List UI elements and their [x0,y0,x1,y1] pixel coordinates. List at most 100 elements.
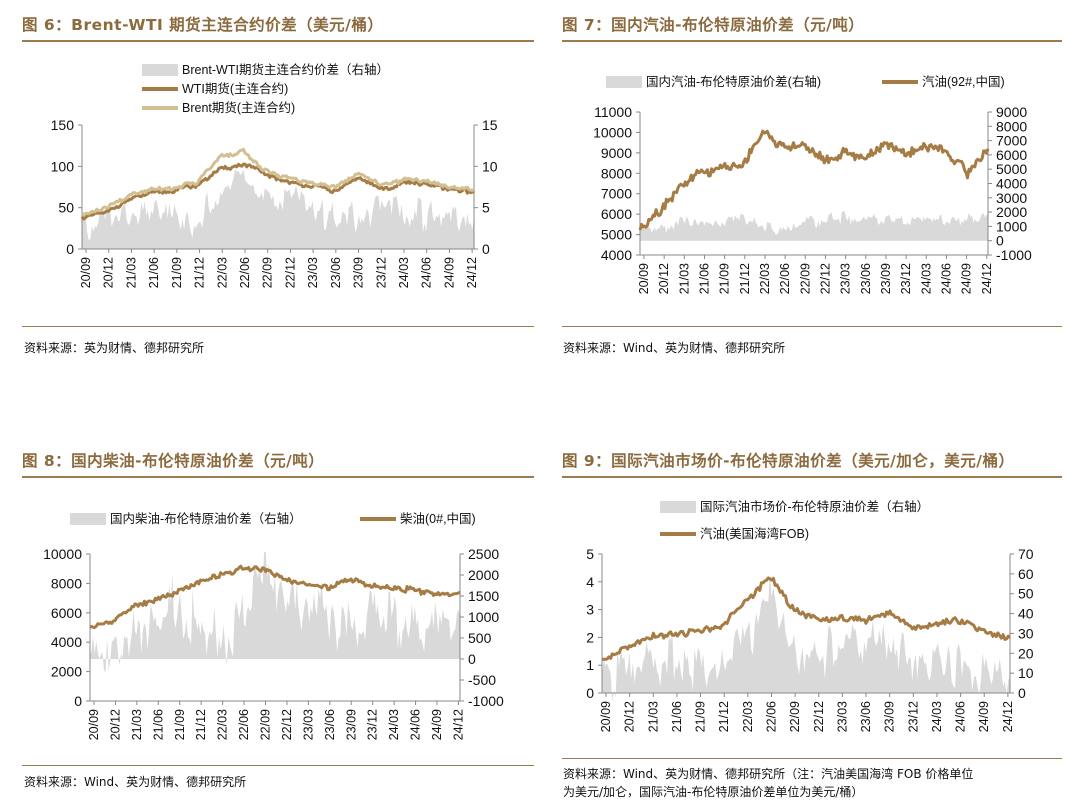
panel-1-bottom-rule [22,326,534,327]
left-tick-label: 3 [586,602,594,618]
x-tick-label: 20/12 [657,263,671,294]
x-tick-label: 21/12 [717,701,731,732]
right-tick-label: 1000 [468,609,499,625]
x-tick-label: 21/03 [124,257,138,288]
left-tick-label: 9000 [601,145,632,161]
panel-4-bottom-rule [562,758,1062,759]
x-tick-label: 21/12 [738,263,752,294]
right-tick-label: 6000 [996,147,1027,163]
left-tick-label: 0 [66,241,74,257]
legend-swatch-area [142,64,178,76]
x-tick-label: 22/09 [261,257,275,288]
left-tick-label: 5 [586,546,594,562]
panel-2-bottom-rule [562,326,1062,327]
x-tick-label: 23/06 [859,263,873,294]
x-tick-label: 23/12 [906,701,920,732]
panel-1-title-rule [22,40,534,42]
x-tick-label: 21/06 [670,701,684,732]
right-tick-label: 8000 [996,118,1027,134]
left-tick-label: 1 [586,657,594,673]
left-tick-label: 2000 [51,664,82,680]
right-tick-label: 0 [482,241,490,257]
right-tick-label: 0 [1018,685,1026,701]
legend-label: 汽油(美国海湾FOB) [700,526,809,541]
panel-2-title: 图 7：国内汽油-布伦特原油价差（元/吨） [562,16,865,34]
series-line-1 [89,564,461,629]
right-tick-label: 5000 [996,161,1027,177]
x-tick-label: 20/09 [599,701,613,732]
series-line-1 [638,129,990,231]
right-tick-label: 500 [468,630,492,646]
right-tick-label: 30 [1018,625,1034,641]
x-tick-label: 22/06 [764,701,778,732]
x-tick-label: 21/09 [718,263,732,294]
chart-intl-gasoline: 国际汽油市场价-布伦特原油价差（右轴）汽油(美国海湾FOB)0123450102… [586,499,1034,732]
x-tick-label: 22/06 [237,709,251,740]
left-tick-label: 150 [51,117,75,133]
x-tick-label: 21/06 [697,263,711,294]
left-tick-label: 100 [51,158,75,174]
left-tick-label: 4000 [601,247,632,263]
left-tick-label: 50 [58,200,74,216]
right-tick-label: 1500 [468,588,499,604]
x-tick-label: 23/09 [344,709,358,740]
x-tick-label: 24/12 [465,257,479,288]
series-line-2 [80,147,475,217]
legend-label: WTI期货(主连合约) [182,81,288,96]
right-tick-label: 10 [1018,665,1034,681]
x-tick-label: 22/03 [758,263,772,294]
legend-label: 国内汽油-布伦特原油价差(右轴) [646,74,821,89]
panel-1-title: 图 6：Brent-WTI 期货主连合约价差（美元/桶） [22,16,384,34]
spread-area [602,574,1010,702]
left-tick-label: 8000 [51,575,82,591]
chart-gasoline-spread: 国内汽油-布伦特原油价差(右轴) 汽油(92#,中国)40005000600070… [593,74,1032,294]
x-tick-label: 23/09 [883,701,897,732]
x-tick-label: 22/12 [812,701,826,732]
legend-label: 国际汽油市场价-布伦特原油价差（右轴） [700,499,929,514]
x-tick-label: 23/03 [306,257,320,288]
chart-brent-wti: Brent-WTI期货主连合约价差（右轴） WTI期货(主连合约) Brent期货(… [51,62,498,288]
panel-1-source: 资料来源：英为财情、德邦研究所 [24,341,205,355]
x-tick-label: 20/09 [637,263,651,294]
right-tick-label: -1000 [468,693,504,709]
x-tick-label: 21/03 [130,709,144,740]
right-tick-label: 20 [1018,645,1034,661]
x-tick-label: 23/12 [374,257,388,288]
right-tick-label: 50 [1018,586,1034,602]
panel-3-title-rule [22,476,534,478]
x-tick-label: 23/09 [352,257,366,288]
series-line-1 [602,576,1011,661]
spread-area [640,211,988,241]
right-tick-label: 40 [1018,606,1034,622]
x-tick-label: 23/06 [859,701,873,732]
x-tick-label: 24/09 [977,701,991,732]
legend-label: 汽油(92#,中国) [922,74,1005,89]
right-tick-label: 3000 [996,190,1027,206]
x-tick-label: 21/12 [194,709,208,740]
x-tick-label: 23/06 [329,257,343,288]
x-tick-label: 24/06 [954,701,968,732]
left-tick-label: 8000 [601,165,632,181]
right-tick-label: 1000 [996,218,1027,234]
x-tick-label: 24/03 [930,701,944,732]
series-line-1 [80,162,476,221]
x-tick-label: 22/12 [280,709,294,740]
legend-swatch-area [606,76,642,88]
left-tick-label: 0 [74,693,82,709]
x-tick-label: 23/03 [835,701,849,732]
left-tick-label: 6000 [601,206,632,222]
x-tick-label: 21/12 [193,257,207,288]
right-tick-label: 5 [482,200,490,216]
x-tick-label: 23/12 [899,263,913,294]
left-tick-label: 11000 [594,104,632,120]
x-tick-label: 22/09 [798,263,812,294]
x-tick-label: 22/12 [283,257,297,288]
x-tick-label: 20/12 [102,257,116,288]
spread-area [82,168,474,249]
panel-4-title: 图 9：国际汽油市场价-布伦特原油价差（美元/加仑，美元/桶） [562,452,1015,470]
right-tick-label: 70 [1018,546,1034,562]
x-tick-label: 21/09 [173,709,187,740]
x-tick-label: 24/03 [919,263,933,294]
x-tick-label: 24/12 [1001,701,1015,732]
right-tick-label: 2500 [468,546,499,562]
